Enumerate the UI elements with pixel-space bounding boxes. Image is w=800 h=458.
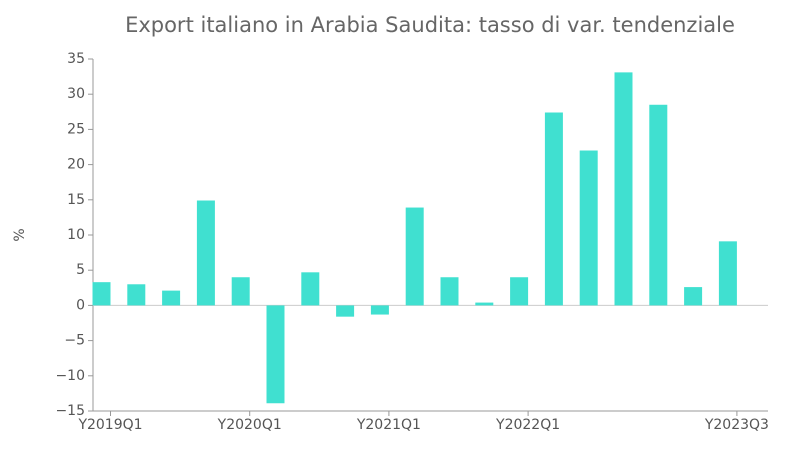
y-tick-label: 25 [67, 121, 85, 137]
x-tick-label: Y2021Q1 [356, 417, 421, 433]
bar [440, 277, 459, 306]
bar [301, 272, 320, 306]
bar [649, 104, 668, 306]
bar [405, 207, 424, 306]
bar [684, 287, 703, 306]
y-tick-label: 0 [76, 297, 85, 313]
bar [266, 305, 285, 404]
bar [544, 112, 563, 306]
x-tick-label: Y2019Q1 [77, 417, 142, 433]
bar [162, 290, 181, 306]
y-tick-label: −15 [55, 403, 85, 419]
y-tick-label: 10 [67, 227, 85, 243]
chart-title: Export italiano in Arabia Saudita: tasso… [125, 13, 735, 37]
bar [718, 241, 737, 306]
bar [336, 305, 355, 317]
y-tick-label: 5 [76, 262, 85, 278]
bar [127, 284, 146, 306]
bar [475, 302, 494, 306]
y-tick-label: 20 [67, 157, 85, 173]
bar [370, 305, 389, 315]
y-tick-label: 35 [67, 51, 85, 67]
bar [510, 277, 529, 306]
y-axis-label: % [12, 228, 28, 241]
y-tick-label: −5 [64, 333, 85, 349]
x-tick-label: Y2022Q1 [495, 417, 560, 433]
y-tick-label: −10 [55, 368, 85, 384]
x-tick-label: Y2020Q1 [217, 417, 282, 433]
bar [196, 200, 215, 306]
bar [579, 150, 598, 306]
bar [231, 277, 250, 306]
bar [614, 72, 633, 306]
x-tick-label: Y2023Q3 [704, 417, 769, 433]
bar [92, 282, 111, 306]
y-tick-label: 15 [67, 192, 85, 208]
y-tick-label: 30 [67, 86, 85, 102]
